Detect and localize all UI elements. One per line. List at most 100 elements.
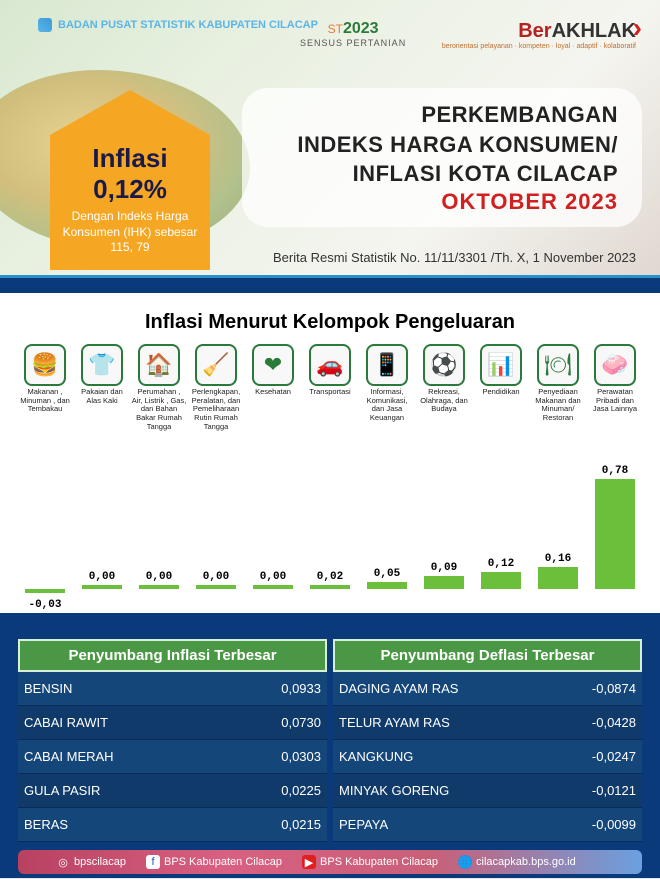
category-label: Pendidikan [474,388,529,397]
bar-rect [82,585,122,589]
table-row: PEPAYA-0,0099 [333,808,642,842]
bps-logo: BADAN PUSAT STATISTIK KABUPATEN CILACAP [38,18,318,32]
footer-wrap: ◎ bpscilacap f BPS Kabupaten Cilacap ▶ B… [0,850,660,878]
category-column: 🧹Perlengkapan, Peralatan, dan Pemelihara… [189,344,244,431]
category-icon: 🧼 [594,344,636,386]
bar-value-label: 0,00 [260,571,286,583]
bar-value-label: 0,16 [545,553,571,565]
bar-rect [595,479,635,589]
bar-column: 0,00 [75,439,130,589]
inflation-contributors-table: Penyumbang Inflasi Terbesar BENSIN0,0933… [18,639,327,842]
category-icon: 📱 [366,344,408,386]
table-item-value: 0,0215 [249,817,321,832]
table-item-name: TELUR AYAM RAS [339,715,564,730]
table-item-name: BERAS [24,817,249,832]
facebook-icon: f [146,855,160,869]
tables-section: Penyumbang Inflasi Terbesar BENSIN0,0933… [0,613,660,850]
main-title-box: PERKEMBANGAN INDEKS HARGA KONSUMEN/ INFL… [242,88,642,227]
category-label: Informasi, Komunikasi, dan Jasa Keuangan [360,388,415,423]
category-column: 🧼Perawatan Pribadi dan Jasa Lainnya [588,344,643,431]
category-icon: 🍔 [24,344,66,386]
title-line-2: INDEKS HARGA KONSUMEN/ [266,130,618,160]
infographic-page: BADAN PUSAT STATISTIK KABUPATEN CILACAP … [0,0,660,878]
chart-title: Inflasi Menurut Kelompok Pengeluaran [16,311,644,334]
bar-value-label: 0,05 [374,568,400,580]
category-column: 👕Pakaian dan Alas Kaki [75,344,130,431]
category-column: 🍽Penyediaan Makanan dan Minuman/ Restora… [531,344,586,431]
footer-youtube: ▶ BPS Kabupaten Cilacap [302,855,438,869]
bar-column: 0,16 [531,439,586,589]
deflation-table-header: Penyumbang Deflasi Terbesar [333,639,642,672]
bar-column: 0,00 [132,439,187,589]
header: BADAN PUSAT STATISTIK KABUPATEN CILACAP … [0,0,660,275]
deflation-contributors-table: Penyumbang Deflasi Terbesar DAGING AYAM … [333,639,642,842]
deflation-table-body: DAGING AYAM RAS-0,0874TELUR AYAM RAS-0,0… [333,672,642,842]
table-item-value: 0,0225 [249,783,321,798]
bar-value-label: 0,02 [317,571,343,583]
table-item-value: -0,0247 [564,749,636,764]
category-icon: 📊 [480,344,522,386]
bar-column: 0,00 [189,439,244,589]
category-label: Penyediaan Makanan dan Minuman/ Restoran [531,388,586,423]
sensus-subtitle: SENSUS PERTANIAN [300,38,406,48]
table-row: KANGKUNG-0,0247 [333,740,642,774]
sensus-year: 2023 [343,20,379,37]
akhlak-logo: BerAKHLAK berorientasi pelayanan · kompe… [442,20,636,50]
category-label: Perumahan , Air, Listrik , Gas, dan Baha… [132,388,187,431]
category-icon: ⚽ [423,344,465,386]
bar-column: -0,03 [18,439,73,589]
arrow-title: Inflasi [62,143,198,174]
category-column: 📱Informasi, Komunikasi, dan Jasa Keuanga… [360,344,415,431]
table-item-name: DAGING AYAM RAS [339,681,564,696]
bar-rect [481,572,521,589]
akhlak-black: AKHLAK [552,20,636,42]
bar-value-label: 0,12 [488,558,514,570]
category-label: Perlengkapan, Peralatan, dan Pemeliharaa… [189,388,244,431]
bar-rect [310,585,350,589]
bar-column: 0,12 [474,439,529,589]
bps-logo-text: BADAN PUSAT STATISTIK KABUPATEN CILACAP [58,19,318,31]
bar-rect [196,585,236,589]
table-item-value: 0,0303 [249,749,321,764]
website-url: cilacapkab.bps.go.id [476,856,576,868]
category-column: 🚗Transportasi [303,344,358,431]
category-icon: 🧹 [195,344,237,386]
bar-column: 0,78 [588,439,643,589]
bar-value-label: 0,78 [602,465,628,477]
table-row: CABAI RAWIT0,0730 [18,706,327,740]
table-row: BENSIN0,0933 [18,672,327,706]
akhlak-sub: berorientasi pelayanan · kompeten · loya… [442,43,636,50]
table-item-value: -0,0428 [564,715,636,730]
table-row: TELUR AYAM RAS-0,0428 [333,706,642,740]
footer-website: 🌐 cilacapkab.bps.go.id [458,855,576,869]
youtube-icon: ▶ [302,855,316,869]
category-label: Perawatan Pribadi dan Jasa Lainnya [588,388,643,414]
table-item-name: MINYAK GORENG [339,783,564,798]
bar-value-label: 0,00 [89,571,115,583]
category-label: Pakaian dan Alas Kaki [75,388,130,405]
bar-value-label: 0,09 [431,562,457,574]
bar-value-label: -0,03 [28,599,61,611]
bar-column: 0,02 [303,439,358,589]
footer-facebook: f BPS Kabupaten Cilacap [146,855,282,869]
category-icons-row: 🍔Makanan , Minuman , dan Tembakau👕Pakaia… [16,344,644,431]
inflation-arrow-callout: Inflasi 0,12% Dengan Indeks Harga Konsum… [50,90,210,270]
sensus-logo: ST2023 SENSUS PERTANIAN [300,20,406,48]
press-release-subtitle: Berita Resmi Statistik No. 11/11/3301 /T… [273,250,636,265]
table-row: DAGING AYAM RAS-0,0874 [333,672,642,706]
facebook-handle: BPS Kabupaten Cilacap [164,856,282,868]
bar-rect [538,567,578,590]
category-icon: 🍽 [537,344,579,386]
arrow-up-icon [50,90,210,135]
title-date: OKTOBER 2023 [266,189,618,215]
category-column: 📊 Pendidikan [474,344,529,431]
category-column: 🍔Makanan , Minuman , dan Tembakau [18,344,73,431]
table-item-value: 0,0730 [249,715,321,730]
bar-chart: -0,030,000,000,000,000,020,050,090,120,1… [16,439,644,589]
table-item-name: PEPAYA [339,817,564,832]
category-column: 🏠Perumahan , Air, Listrik , Gas, dan Bah… [132,344,187,431]
category-icon: ❤ [252,344,294,386]
instagram-handle: bpscilacap [74,856,126,868]
globe-icon: 🌐 [458,855,472,869]
table-item-name: CABAI RAWIT [24,715,249,730]
